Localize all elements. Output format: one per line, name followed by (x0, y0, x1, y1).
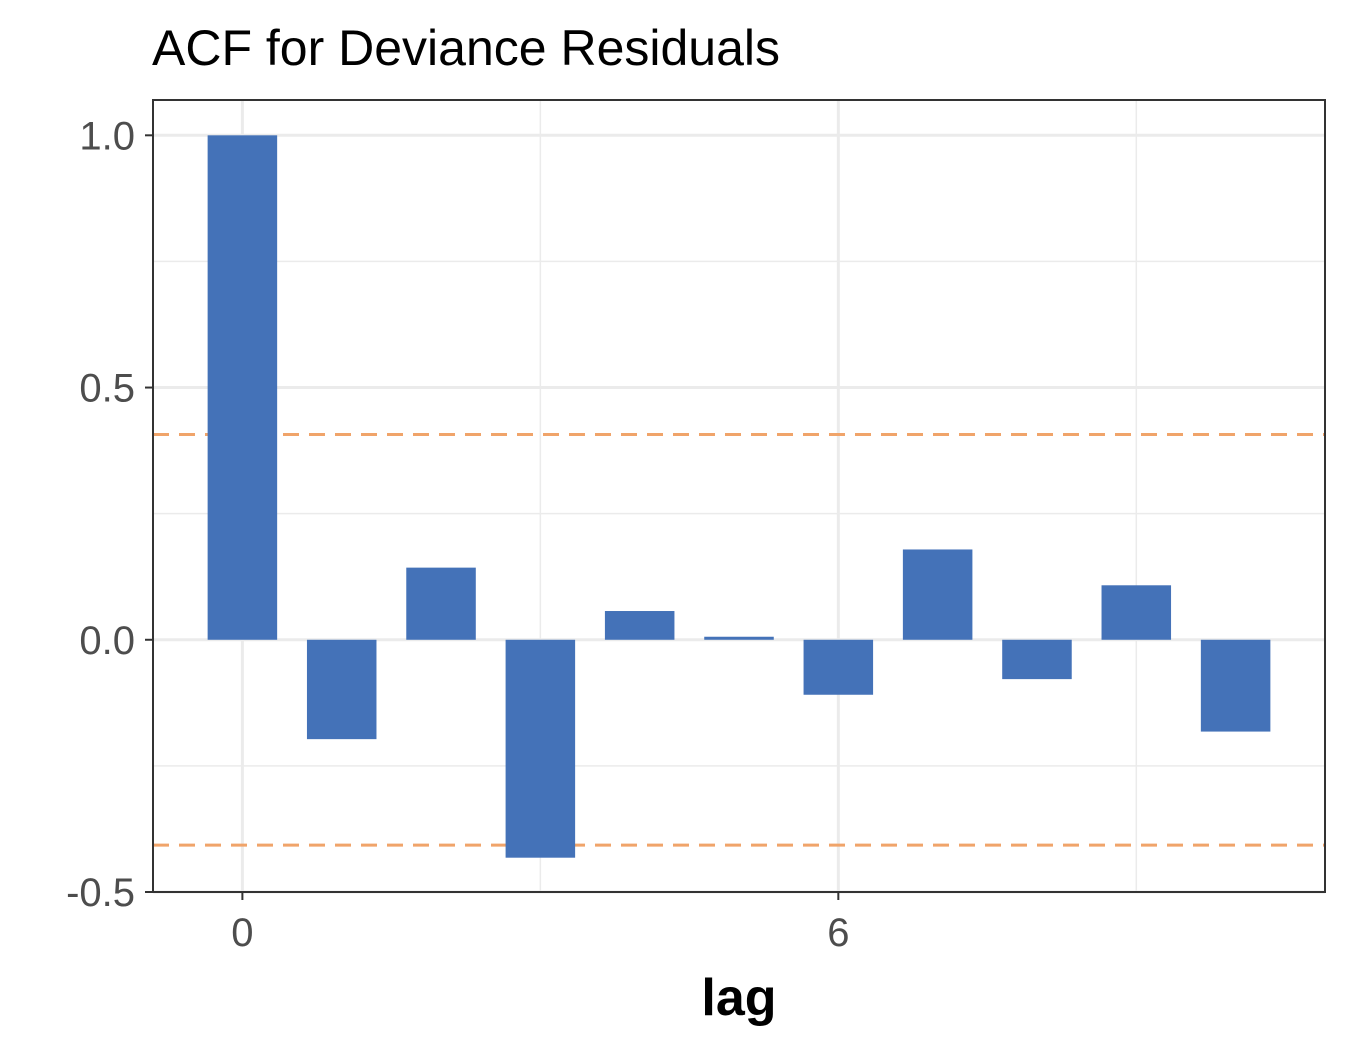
acf-bar-lag-6 (803, 639, 874, 695)
acf-bar-lag-8 (1002, 639, 1072, 680)
acf-bar-lag-9 (1101, 585, 1172, 640)
x-tick-label: 0 (231, 911, 253, 955)
acf-bar-lag-3 (505, 639, 576, 858)
y-axis-tick-labels: -0.5 0.0 0.5 1.0 (66, 114, 135, 915)
x-tick-label: 6 (827, 911, 849, 955)
axis-ticks (145, 134, 840, 900)
chart-title: ACF for Deviance Residuals (152, 20, 780, 76)
acf-bar-lag-10 (1200, 639, 1271, 732)
acf-bar-lag-2 (406, 567, 476, 640)
acf-bar-lag-7 (902, 549, 973, 640)
acf-bar-lag-0 (207, 135, 278, 640)
grid-lines (153, 100, 1325, 894)
bar-series (207, 135, 1271, 858)
y-tick-label: -0.5 (66, 871, 135, 915)
x-axis-label: lag (701, 969, 776, 1027)
plot-frame (152, 99, 1326, 893)
confidence-bounds (153, 432, 1325, 847)
y-tick-label: 0.0 (79, 619, 135, 663)
acf-bar-lag-5 (704, 636, 774, 640)
acf-bar-lag-4 (604, 611, 675, 640)
y-tick-label: 1.0 (79, 114, 135, 158)
acf-bar-lag-1 (306, 639, 377, 740)
y-tick-label: 0.5 (79, 367, 135, 411)
